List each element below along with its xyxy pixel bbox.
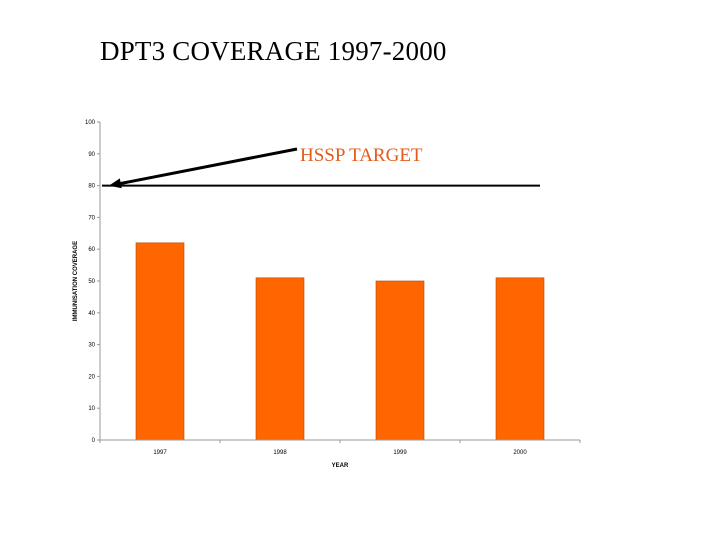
target-arrow <box>119 147 298 186</box>
bar-1997 <box>135 242 185 441</box>
slide-title: DPT3 COVERAGE 1997-2000 <box>100 36 447 66</box>
y-tick-label: 70 <box>88 215 95 221</box>
bars <box>135 242 545 441</box>
y-tick-label: 40 <box>88 311 95 317</box>
y-tick-label: 0 <box>92 438 96 444</box>
y-tick-label: 50 <box>88 279 95 285</box>
bar-2000 <box>495 277 545 441</box>
x-axis: 1997 1998 1999 2000 <box>99 439 581 456</box>
x-tick-label: 2000 <box>513 450 527 456</box>
y-tick-label: 30 <box>88 343 95 349</box>
y-axis: 0 10 20 30 40 50 60 70 80 90 100 <box>85 120 101 444</box>
x-tick-label: 1999 <box>393 450 407 456</box>
y-axis-title: IMMUNISATION COVERAGE <box>73 241 79 321</box>
bar-1998 <box>255 277 305 441</box>
y-tick-label: 60 <box>88 247 95 253</box>
bar-1999 <box>375 280 425 441</box>
x-tick-label: 1998 <box>273 450 287 456</box>
target-annotation: HSSP TARGET <box>102 145 540 189</box>
y-tick-label: 10 <box>88 406 95 412</box>
y-tick-label: 80 <box>88 184 95 190</box>
y-tick-label: 20 <box>88 374 95 380</box>
y-tick-label: 90 <box>88 152 95 158</box>
y-tick-label: 100 <box>85 120 96 126</box>
arrow-head-icon <box>109 178 122 189</box>
x-axis-title: YEAR <box>332 463 349 469</box>
x-tick-label: 1997 <box>153 450 167 456</box>
target-label: HSSP TARGET <box>300 145 423 166</box>
